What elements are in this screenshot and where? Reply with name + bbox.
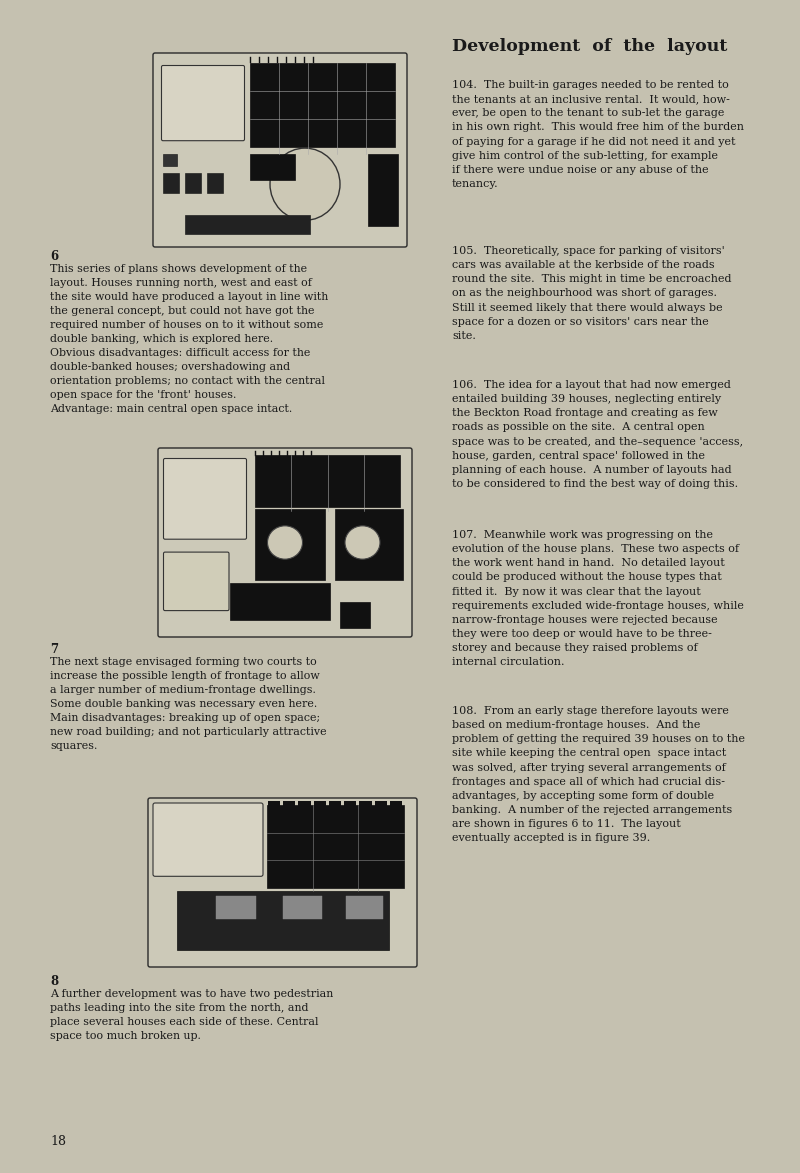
FancyBboxPatch shape bbox=[162, 66, 245, 141]
Bar bbox=[314, 801, 326, 807]
Ellipse shape bbox=[270, 148, 340, 221]
Bar bbox=[340, 602, 370, 628]
Ellipse shape bbox=[345, 526, 380, 560]
Text: 7: 7 bbox=[50, 643, 58, 656]
Text: 105.  Theoretically, space for parking of visitors'
cars was available at the ke: 105. Theoretically, space for parking of… bbox=[452, 246, 731, 341]
Bar bbox=[216, 896, 256, 918]
Bar bbox=[267, 801, 280, 807]
Text: 106.  The idea for a layout that had now emerged
entailed building 39 houses, ne: 106. The idea for a layout that had now … bbox=[452, 380, 743, 489]
FancyBboxPatch shape bbox=[163, 552, 229, 611]
Bar bbox=[185, 215, 310, 233]
Bar bbox=[266, 805, 405, 888]
FancyBboxPatch shape bbox=[153, 53, 407, 248]
Bar bbox=[329, 801, 341, 807]
Bar bbox=[346, 896, 383, 918]
FancyBboxPatch shape bbox=[148, 798, 417, 967]
Bar bbox=[283, 801, 295, 807]
Bar bbox=[163, 154, 177, 165]
Bar bbox=[335, 509, 402, 579]
Bar bbox=[390, 801, 402, 807]
Text: 107.  Meanwhile work was progressing on the
evolution of the house plans.  These: 107. Meanwhile work was progressing on t… bbox=[452, 530, 744, 667]
Bar bbox=[367, 154, 398, 226]
Text: 104.  The built-in garages needed to be rented to
the tenants at an inclusive re: 104. The built-in garages needed to be r… bbox=[452, 80, 744, 189]
Text: Development  of  the  layout: Development of the layout bbox=[452, 38, 727, 55]
Text: 108.  From an early stage therefore layouts were
based on medium-frontage houses: 108. From an early stage therefore layou… bbox=[452, 706, 745, 843]
Text: A further development was to have two pedestrian
paths leading into the site fro: A further development was to have two pe… bbox=[50, 989, 334, 1040]
Ellipse shape bbox=[267, 526, 302, 560]
Bar bbox=[250, 154, 295, 181]
Bar bbox=[374, 801, 387, 807]
Text: 18: 18 bbox=[50, 1135, 66, 1148]
Bar bbox=[230, 583, 330, 621]
Text: 8: 8 bbox=[50, 975, 58, 988]
FancyBboxPatch shape bbox=[153, 804, 263, 876]
Bar bbox=[344, 801, 357, 807]
Bar bbox=[163, 172, 179, 192]
Bar bbox=[255, 509, 325, 579]
FancyBboxPatch shape bbox=[158, 448, 412, 637]
Bar bbox=[282, 896, 322, 918]
Text: This series of plans shows development of the
layout. Houses running north, west: This series of plans shows development o… bbox=[50, 264, 328, 414]
Bar bbox=[250, 63, 395, 147]
Bar bbox=[298, 801, 310, 807]
Text: The next stage envisaged forming two courts to
increase the possible length of f: The next stage envisaged forming two cou… bbox=[50, 657, 326, 751]
Bar bbox=[359, 801, 372, 807]
Bar bbox=[177, 890, 389, 950]
Bar bbox=[185, 172, 201, 192]
Bar bbox=[207, 172, 223, 192]
Bar bbox=[255, 455, 400, 507]
Text: 6: 6 bbox=[50, 250, 58, 263]
FancyBboxPatch shape bbox=[163, 459, 246, 540]
